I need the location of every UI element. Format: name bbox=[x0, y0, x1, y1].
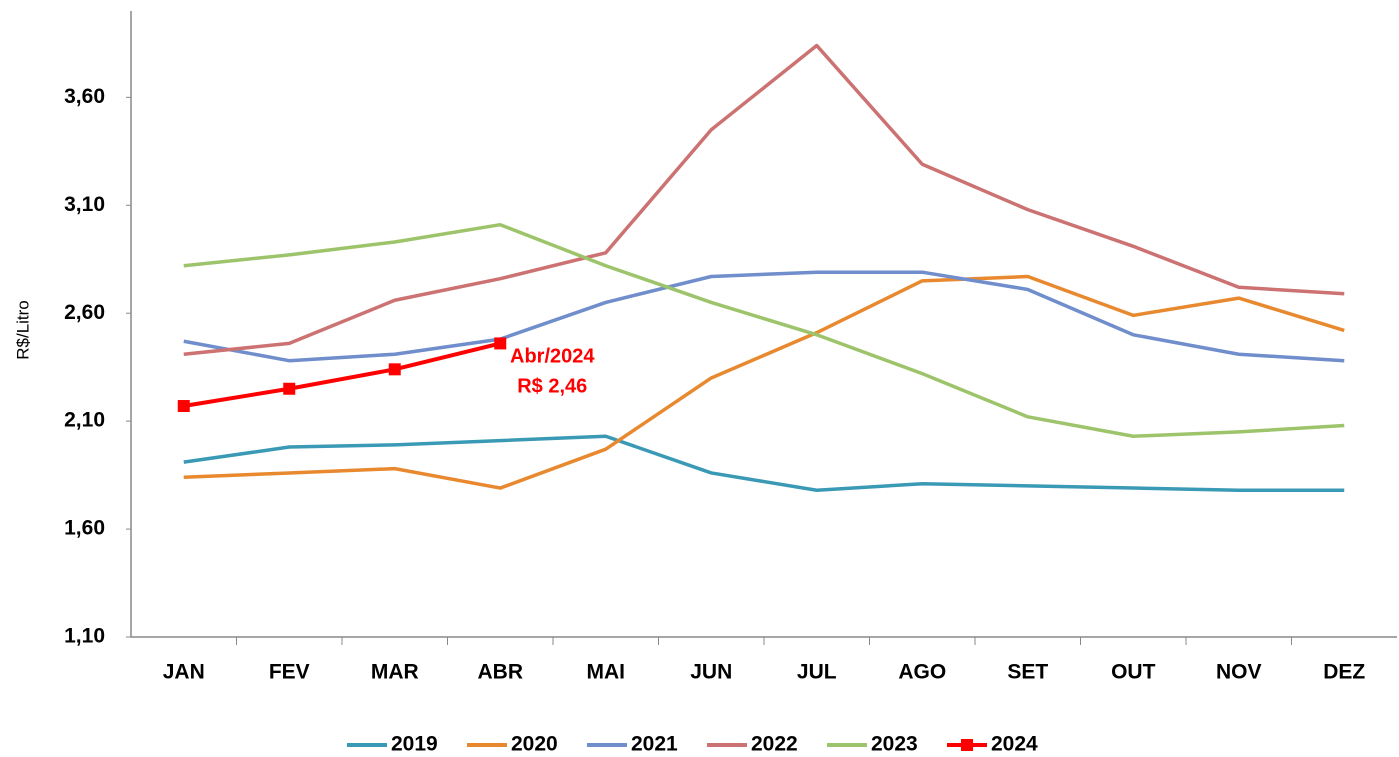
legend-label: 2022 bbox=[751, 733, 798, 756]
series-line bbox=[183, 434, 1345, 492]
x-tick-label: FEV bbox=[269, 661, 310, 684]
y-axis-label: R$/Litro bbox=[13, 300, 32, 360]
x-tick-label: OUT bbox=[1111, 661, 1156, 684]
x-tick-label: ABR bbox=[478, 661, 524, 684]
x-tick-label: JUL bbox=[797, 661, 837, 684]
y-tick-label: 3,10 bbox=[64, 193, 105, 216]
x-tick-label: AGO bbox=[898, 661, 946, 684]
series-line bbox=[183, 43, 1345, 356]
x-tick-label: MAI bbox=[587, 661, 626, 684]
y-tick-label: 2,10 bbox=[64, 409, 105, 432]
y-tick-label: 1,60 bbox=[64, 517, 105, 540]
x-tick-label: SET bbox=[1007, 661, 1048, 684]
series-line bbox=[183, 274, 1345, 490]
series-marker bbox=[177, 400, 190, 413]
series-line bbox=[183, 270, 1345, 363]
x-tick-label: JAN bbox=[163, 661, 205, 684]
y-tick-label: 3,60 bbox=[64, 85, 105, 108]
legend-label: 2020 bbox=[511, 733, 558, 756]
x-tick-label: JUN bbox=[690, 661, 732, 684]
series-line bbox=[183, 341, 501, 409]
series-marker bbox=[494, 337, 507, 350]
y-tick-label: 2,60 bbox=[64, 301, 105, 324]
x-tick-label: NOV bbox=[1216, 661, 1262, 684]
legend-label: 2021 bbox=[631, 733, 678, 756]
annotation: R$ 2,46 bbox=[517, 376, 587, 398]
annotation: Abr/2024 bbox=[510, 346, 595, 368]
x-tick-label: MAR bbox=[371, 661, 419, 684]
legend-label: 2019 bbox=[391, 733, 438, 756]
series-line bbox=[183, 222, 1345, 438]
y-tick-label: 1,10 bbox=[64, 625, 105, 648]
legend-label: 2024 bbox=[991, 733, 1038, 756]
x-tick-label: DEZ bbox=[1323, 661, 1365, 684]
series-marker bbox=[283, 382, 296, 395]
legend-marker bbox=[961, 739, 973, 751]
legend-label: 2023 bbox=[871, 733, 918, 756]
series-marker bbox=[388, 363, 401, 376]
